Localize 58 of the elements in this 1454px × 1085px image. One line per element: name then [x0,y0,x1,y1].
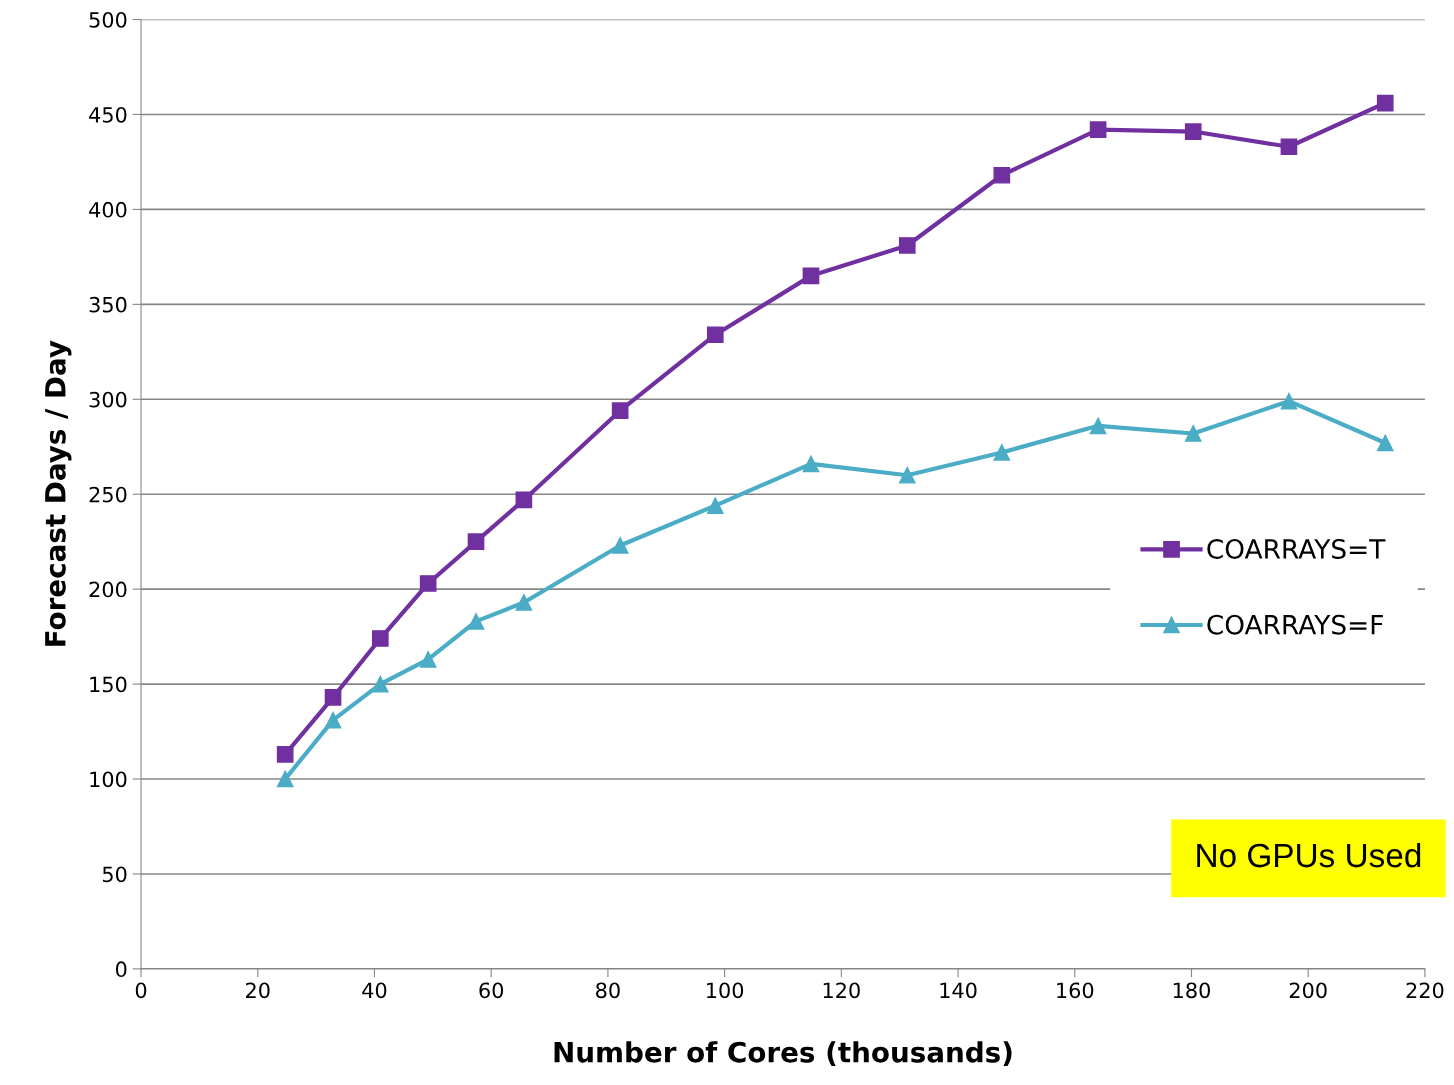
point [898,466,916,484]
y-tick-label: 200 [89,581,127,598]
point [1280,392,1298,410]
x-tick-label: 0 [135,982,147,999]
y-tick-label: 400 [89,201,127,218]
point [802,267,820,285]
x-axis-title: Number of Cores (thousands) [554,1041,1012,1066]
point [706,326,724,344]
y-tick-label: 150 [90,676,127,693]
x-tick-label: 80 [596,982,620,999]
x-tick-label: 60 [479,982,504,999]
annotation: No GPUs Used [1197,842,1421,868]
point [993,444,1011,461]
point [611,537,629,554]
point [515,491,533,509]
point [467,533,485,551]
y-tick-label: 450 [89,106,127,123]
x-tick-label: 20 [246,982,270,999]
point [324,689,342,706]
legend-label: COARRAYS=T [1207,539,1386,559]
point [1089,121,1107,138]
x-tick-label: 40 [362,982,387,999]
point [371,630,389,647]
y-tick-label: 0 [115,961,127,978]
x-tick-label: 100 [707,982,744,999]
x-tick-label: 180 [1173,982,1210,999]
point [611,402,629,420]
y-tick-label: 300 [89,391,127,408]
x-tick-label: 200 [1289,982,1327,999]
x-tick-label: 160 [1057,982,1094,999]
x-tick-label: 120 [823,982,860,999]
point [467,613,485,630]
legend-label: COARRAYS=F [1207,614,1383,635]
point [1184,425,1202,442]
point [371,675,389,693]
point [802,455,820,473]
y-tick-label: 100 [90,771,127,788]
point [324,711,342,729]
point [276,746,294,763]
point [419,575,437,592]
y-tick-label: 350 [89,296,127,313]
point [1280,138,1298,156]
y-tick-label: 50 [102,866,127,883]
x-tick-label: 140 [940,982,977,999]
y-tick-label: 250 [89,486,127,503]
x-tick-label: 220 [1406,982,1444,999]
point [276,770,294,788]
point [1376,94,1394,112]
point [706,497,724,514]
y-tick-label: 500 [89,11,127,28]
point [419,651,437,668]
point [515,594,533,611]
point [898,237,916,254]
point [993,166,1011,184]
point [1089,417,1107,435]
y-axis-title: Forecast Days / Day [45,340,72,646]
point [1184,123,1202,140]
point [1376,434,1394,452]
